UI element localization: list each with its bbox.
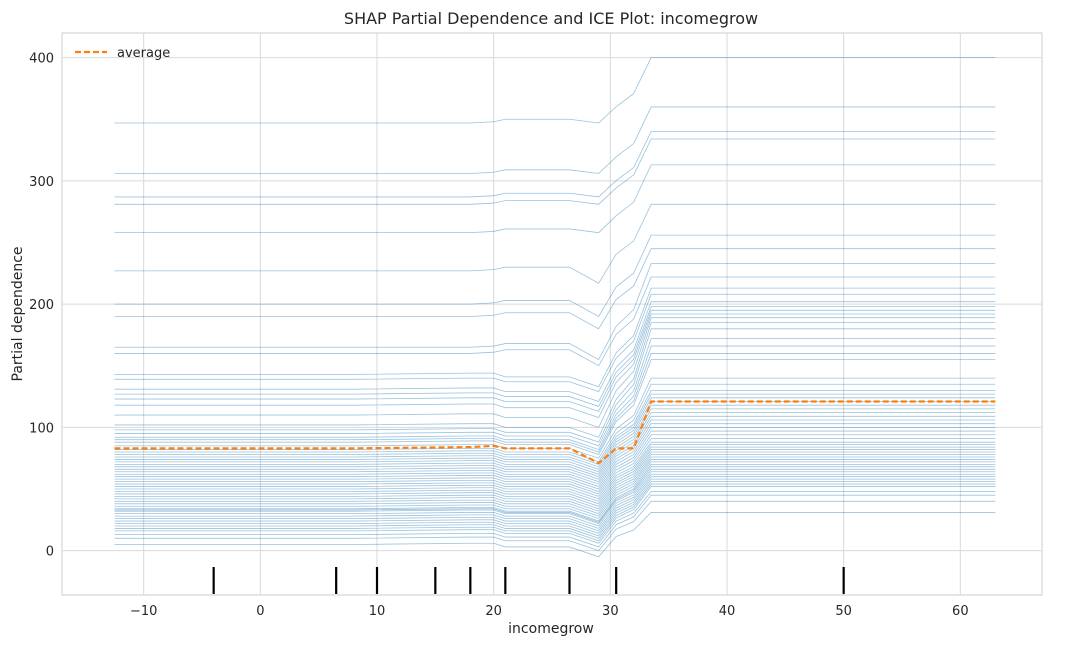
ice-line — [114, 423, 996, 488]
ice-line — [114, 293, 996, 393]
y-tick-label: 200 — [29, 298, 54, 313]
plot-background — [61, 32, 1043, 596]
ice-line — [114, 441, 996, 500]
rug-marks — [212, 567, 845, 594]
ice-line — [114, 500, 996, 552]
ice-line — [114, 461, 996, 520]
ice-line — [114, 203, 996, 284]
ice-line — [114, 404, 996, 475]
ice-line — [114, 481, 996, 537]
ice-line — [114, 397, 996, 470]
x-tick-label: 30 — [602, 604, 619, 619]
ice-line — [114, 478, 996, 534]
ice-line — [114, 463, 996, 522]
ice-line — [114, 57, 996, 124]
x-tick-label: 40 — [719, 604, 736, 619]
ice-line — [114, 306, 996, 407]
ice-line — [114, 383, 996, 463]
ice-line — [114, 328, 996, 443]
ice-line — [114, 164, 996, 234]
ice-line — [114, 106, 996, 174]
ice-line — [114, 309, 996, 412]
ice-line — [114, 359, 996, 455]
ice-line — [114, 317, 996, 428]
ice-line — [114, 390, 996, 465]
x-tick-label: 10 — [369, 604, 386, 619]
average-line — [114, 400, 996, 465]
ice-line — [114, 138, 996, 205]
ice-line — [114, 301, 996, 402]
ice-line — [114, 454, 996, 512]
ice-line — [114, 459, 996, 517]
ice-line — [114, 473, 996, 529]
ice-line — [114, 353, 996, 453]
ice-line — [114, 466, 996, 523]
legend-average-label: average — [117, 46, 170, 61]
ice-line — [114, 276, 996, 367]
ice-line — [114, 486, 996, 542]
ice-line — [114, 451, 996, 510]
legend: average — [75, 46, 170, 61]
ice-line — [114, 456, 996, 515]
y-tick-label: 0 — [46, 545, 54, 560]
ice-line — [114, 287, 996, 388]
ice-line — [114, 494, 996, 548]
ice-line — [114, 393, 996, 468]
y-tick-labels: 0 100 200 300 400 — [29, 52, 54, 560]
ice-line — [114, 338, 996, 447]
ice-line — [114, 234, 996, 318]
ice-line — [114, 131, 996, 198]
chart-title: SHAP Partial Dependence and ICE Plot: in… — [344, 9, 758, 28]
ice-line — [114, 471, 996, 527]
y-tick-label: 400 — [29, 52, 54, 67]
ice-line — [114, 438, 996, 497]
ice-line — [114, 446, 996, 505]
y-axis-label: Partial dependence — [10, 246, 26, 381]
x-tick-label: 20 — [485, 604, 502, 619]
ice-line — [114, 512, 996, 558]
ice-line — [114, 401, 996, 473]
x-tick-label: −10 — [130, 604, 157, 619]
ice-line — [114, 345, 996, 451]
ice-line — [114, 322, 996, 438]
ice-line — [114, 444, 996, 502]
y-tick-label: 300 — [29, 175, 54, 190]
ice-line — [114, 476, 996, 532]
y-tick-label: 100 — [29, 421, 54, 436]
x-tick-labels: −10 0 10 20 30 40 50 60 — [130, 604, 969, 619]
ice-line — [114, 408, 996, 478]
ice-lines — [114, 57, 996, 558]
x-axis-label: incomegrow — [508, 621, 594, 637]
grid — [62, 33, 1042, 595]
ice-line — [114, 248, 996, 330]
ice-line — [114, 313, 996, 419]
average-line-group — [114, 400, 996, 465]
ice-line — [114, 426, 996, 490]
ice-line — [114, 449, 996, 507]
ice-line — [114, 491, 996, 544]
ice-line — [114, 263, 996, 361]
ice-line — [114, 430, 996, 492]
x-tick-label: 0 — [256, 604, 264, 619]
ice-line — [114, 434, 996, 495]
x-tick-label: 50 — [835, 604, 852, 619]
x-tick-label: 60 — [952, 604, 969, 619]
ice-line — [114, 483, 996, 539]
ice-line — [114, 468, 996, 524]
ice-line — [114, 419, 996, 485]
